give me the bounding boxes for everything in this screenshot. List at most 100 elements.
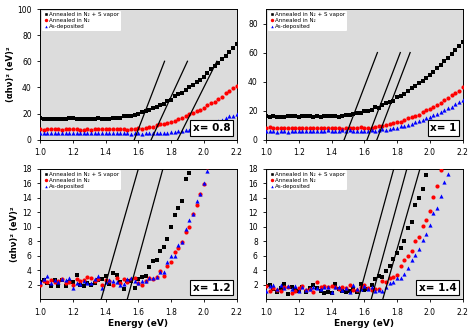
Point: [229, 45, 237, 51]
Point: [36, 115, 44, 121]
Point: [44, 279, 51, 284]
Point: [160, 273, 168, 278]
Point: [44, 126, 51, 132]
Point: [361, 109, 368, 114]
Point: [331, 282, 339, 287]
Point: [306, 286, 314, 292]
Point: [135, 112, 142, 117]
Point: [426, 223, 434, 228]
Point: [178, 90, 186, 95]
Point: [171, 94, 179, 99]
Point: [411, 252, 419, 258]
Point: [284, 284, 292, 290]
Point: [324, 128, 332, 133]
Point: [106, 126, 113, 131]
Point: [364, 125, 372, 130]
Point: [459, 124, 466, 130]
Point: [65, 279, 73, 285]
Point: [310, 129, 317, 134]
Point: [117, 131, 124, 136]
Point: [80, 277, 88, 283]
Point: [174, 205, 182, 210]
Point: [200, 105, 208, 111]
Point: [415, 80, 423, 86]
Point: [156, 248, 164, 254]
Point: [455, 88, 463, 93]
Point: [313, 280, 321, 285]
Point: [40, 278, 47, 283]
Point: [379, 102, 386, 108]
Point: [207, 155, 215, 160]
Point: [215, 24, 222, 29]
Point: [277, 128, 284, 133]
Point: [270, 286, 277, 291]
Point: [320, 114, 328, 119]
Point: [440, 179, 448, 184]
Point: [182, 114, 190, 119]
Point: [178, 116, 186, 121]
Point: [433, 65, 441, 70]
Point: [153, 275, 160, 280]
Point: [131, 278, 138, 284]
Point: [124, 114, 131, 119]
Point: [429, 69, 437, 74]
Point: [383, 127, 390, 133]
Point: [281, 284, 288, 290]
Point: [383, 122, 390, 128]
Point: [342, 113, 350, 118]
Point: [222, 53, 229, 58]
Point: [437, 168, 445, 173]
Point: [331, 284, 339, 290]
Point: [87, 131, 95, 136]
Point: [346, 283, 354, 288]
Point: [284, 129, 292, 134]
Point: [185, 170, 193, 176]
Point: [448, 64, 456, 69]
Point: [426, 114, 434, 120]
Point: [299, 114, 306, 119]
Point: [149, 124, 157, 129]
Point: [36, 131, 44, 136]
Point: [80, 279, 88, 284]
Point: [444, 96, 452, 101]
Point: [302, 287, 310, 292]
Point: [404, 266, 412, 271]
Point: [135, 281, 142, 286]
Point: [185, 127, 193, 132]
Point: [146, 276, 153, 281]
Point: [174, 129, 182, 134]
Point: [131, 112, 138, 117]
Point: [422, 75, 430, 80]
Point: [160, 244, 168, 249]
Point: [401, 92, 408, 97]
Point: [393, 275, 401, 280]
Point: [200, 123, 208, 128]
Point: [364, 128, 372, 134]
Point: [69, 116, 77, 121]
Point: [94, 277, 102, 282]
Point: [350, 287, 357, 292]
Point: [372, 124, 379, 130]
Point: [207, 155, 215, 160]
Point: [292, 284, 299, 289]
Point: [87, 276, 95, 281]
Point: [320, 125, 328, 130]
Point: [135, 131, 142, 136]
Point: [350, 283, 357, 288]
Point: [266, 128, 273, 134]
Point: [204, 103, 211, 108]
Point: [222, 91, 229, 96]
Point: [451, 101, 459, 106]
Point: [109, 279, 117, 284]
Point: [299, 283, 306, 289]
Point: [393, 95, 401, 100]
Point: [120, 113, 128, 119]
Point: [353, 126, 361, 131]
Point: [128, 278, 135, 284]
Point: [415, 119, 423, 124]
Point: [342, 286, 350, 291]
Point: [459, 87, 466, 93]
Point: [379, 123, 386, 129]
Point: [178, 128, 186, 134]
Text: x= 1: x= 1: [430, 123, 456, 133]
